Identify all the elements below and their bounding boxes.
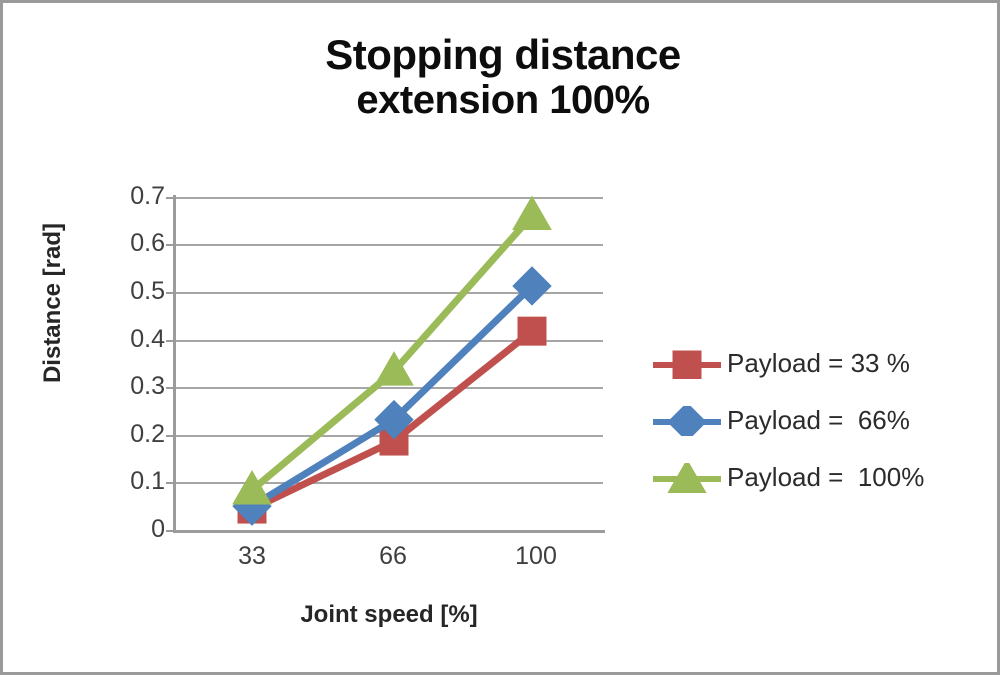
data-point-marker-legend-2 [667, 462, 707, 493]
y-tick-label: 0.1 [130, 467, 165, 495]
y-axis-tick [166, 435, 175, 437]
series-1 [232, 266, 552, 526]
legend-item-2[interactable]: Payload = 100% [651, 449, 991, 506]
gridline-0.5 [175, 292, 603, 294]
y-axis-tick [166, 340, 175, 342]
y-tick-label: 0.6 [130, 229, 165, 257]
gridline-0.4 [175, 340, 603, 342]
y-axis-tick [166, 197, 175, 199]
y-axis-tick [166, 482, 175, 484]
data-point-marker-1-2 [512, 266, 552, 306]
gridline-0.1 [175, 482, 603, 484]
y-tick-label: 0.4 [130, 325, 165, 353]
gridline-0.3 [175, 387, 603, 389]
legend-marker-triangle-icon [651, 462, 723, 493]
chart-title-line-1: Stopping distance [325, 31, 681, 78]
legend-item-1[interactable]: Payload = 66% [651, 392, 991, 449]
y-axis-tick [166, 530, 175, 532]
data-point-marker-legend-1 [667, 405, 707, 436]
legend-item-0[interactable]: Payload = 33 % [651, 335, 991, 392]
y-axis-tick [166, 292, 175, 294]
chart-legend: Payload = 33 % Payload = 66% Payload = 100… [651, 335, 991, 506]
y-axis-title: Distance [rad] [39, 222, 66, 384]
y-axis-tick [166, 244, 175, 246]
plot-area [166, 195, 605, 533]
y-tick-label: 0.2 [130, 420, 165, 448]
series-line-1 [250, 283, 535, 510]
x-tick-label-100: 100 [515, 542, 557, 570]
data-point-marker-2-1 [374, 351, 414, 386]
x-tick-label-66: 66 [379, 542, 407, 570]
data-point-marker-2-2 [512, 195, 552, 231]
y-axis-tick [166, 387, 175, 389]
data-point-marker-0-2 [517, 316, 547, 346]
chart-title: Stopping distance extension 100% [3, 31, 997, 123]
y-tick-label: 0.7 [130, 182, 165, 210]
y-tick-label: 0 [151, 515, 165, 543]
data-point-marker-2-0 [232, 470, 272, 505]
x-axis-title: Joint speed [%] [300, 601, 478, 628]
x-tick-label-33: 33 [238, 542, 266, 570]
x-axis-line [173, 530, 605, 533]
legend-label-2: Payload = 100% [727, 462, 925, 492]
gridline-0.6 [175, 244, 603, 246]
legend-marker-square-icon [651, 349, 723, 379]
legend-label-1: Payload = 66% [727, 405, 910, 435]
series-2 [232, 195, 552, 505]
data-series-layer [232, 195, 552, 526]
legend-marker-diamond-icon [651, 405, 723, 436]
chart-title-line-2: extension 100% [356, 78, 650, 123]
legend-label-0: Payload = 33 % [727, 348, 910, 378]
y-axis-tick-labels: 0.7 0.6 0.5 0.4 0.3 0.2 0.1 0 [93, 184, 165, 542]
y-tick-label: 0.3 [130, 372, 165, 400]
gridline-0.7 [175, 197, 603, 199]
series-0 [237, 316, 547, 524]
data-point-marker-legend-0 [672, 350, 702, 379]
y-tick-label: 0.5 [130, 277, 165, 305]
y-axis-line [173, 195, 176, 532]
data-point-marker-1-1 [374, 399, 414, 440]
